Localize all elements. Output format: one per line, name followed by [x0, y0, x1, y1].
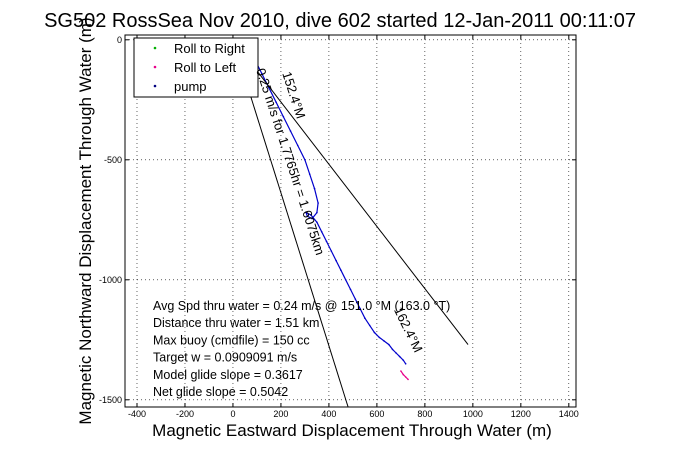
data-point — [359, 307, 361, 310]
chart-title: SG502 RossSea Nov 2010, dive 602 started… — [44, 10, 636, 32]
data-point — [404, 363, 407, 365]
y-tick-label: 0 — [117, 35, 122, 45]
data-point — [313, 187, 316, 190]
series-line-1 — [400, 370, 409, 380]
data-point — [354, 298, 357, 300]
x-tick-label: 1000 — [463, 409, 483, 419]
stats-line: Max buoy (cmdfile) = 150 cc — [153, 333, 310, 347]
data-point — [316, 211, 318, 214]
stats-annotations: Avg Spd thru water = 0.24 m/s @ 151.0 °M… — [153, 299, 450, 399]
x-tick-label: -400 — [128, 409, 146, 419]
y-tick-label: -1000 — [99, 275, 122, 285]
data-point — [349, 288, 352, 291]
x-tick-label: 1200 — [511, 409, 531, 419]
legend-marker — [153, 65, 157, 69]
x-tick-label: 400 — [321, 409, 336, 419]
x-tick-label: 600 — [369, 409, 384, 419]
stats-line: Distance thru water = 1.51 km — [153, 316, 319, 330]
data-point — [391, 348, 394, 351]
heading-line-0 — [232, 39, 469, 345]
legend-label: Roll to Right — [174, 41, 245, 56]
stats-line: Net glide slope = 0.5042 — [153, 385, 288, 399]
data-point — [260, 72, 263, 75]
x-tick-label: -200 — [176, 409, 194, 419]
data-point — [407, 378, 409, 381]
y-tick-label: -1500 — [99, 395, 122, 405]
data-point — [275, 101, 277, 103]
data-point — [330, 250, 333, 252]
data-point — [373, 331, 376, 334]
data-point — [395, 352, 397, 354]
data-point — [398, 355, 401, 358]
x-tick-label: 200 — [273, 409, 288, 419]
data-point — [378, 336, 381, 339]
data-point — [402, 359, 405, 362]
data-point — [320, 231, 323, 233]
stats-line: Model glide slope = 0.3617 — [153, 368, 303, 382]
data-point — [383, 340, 385, 342]
y-tick-label: -500 — [104, 155, 122, 165]
legend-marker — [153, 46, 157, 50]
data-point — [317, 202, 319, 204]
y-axis-label: Magnetic Northward Displacement Through … — [76, 17, 95, 424]
data-point — [335, 259, 337, 262]
stats-line: Avg Spd thru water = 0.24 m/s @ 151.0 °M… — [153, 299, 450, 313]
legend: Roll to Right Roll to Left pump — [133, 37, 259, 98]
x-axis-label: Magnetic Eastward Displacement Through W… — [152, 421, 552, 440]
data-point — [311, 217, 313, 220]
data-point — [305, 211, 307, 214]
x-tick-label: 1400 — [559, 409, 579, 419]
data-point — [404, 376, 407, 378]
data-point — [316, 221, 318, 223]
legend-label: pump — [174, 79, 207, 94]
heading-line-1 — [232, 39, 349, 408]
x-tick-label: 800 — [417, 409, 432, 419]
data-point — [308, 173, 311, 175]
axis-ticks: -400 -200 0 200 400 600 800 1000 1200 1400 0 -500 -1… — [99, 35, 579, 419]
data-point — [310, 214, 312, 216]
stats-line: Target w = 0.0909091 m/s — [153, 351, 297, 365]
legend-label: Roll to Left — [174, 60, 237, 75]
data-point — [325, 240, 328, 243]
data-point — [306, 215, 309, 217]
data-point — [304, 159, 306, 161]
data-point — [296, 144, 299, 147]
data-point — [364, 317, 366, 320]
data-point — [400, 370, 402, 372]
data-point — [388, 343, 390, 346]
data-point — [368, 324, 371, 327]
x-tick-label: 0 — [230, 409, 235, 419]
data-point — [340, 269, 342, 272]
legend-entries: Roll to Right Roll to Left pump — [153, 41, 245, 94]
data-point — [282, 115, 285, 118]
data-point — [289, 130, 292, 132]
data-point — [344, 279, 347, 281]
data-point — [402, 373, 405, 376]
legend-marker — [153, 84, 157, 88]
plot-frame — [124, 34, 577, 408]
